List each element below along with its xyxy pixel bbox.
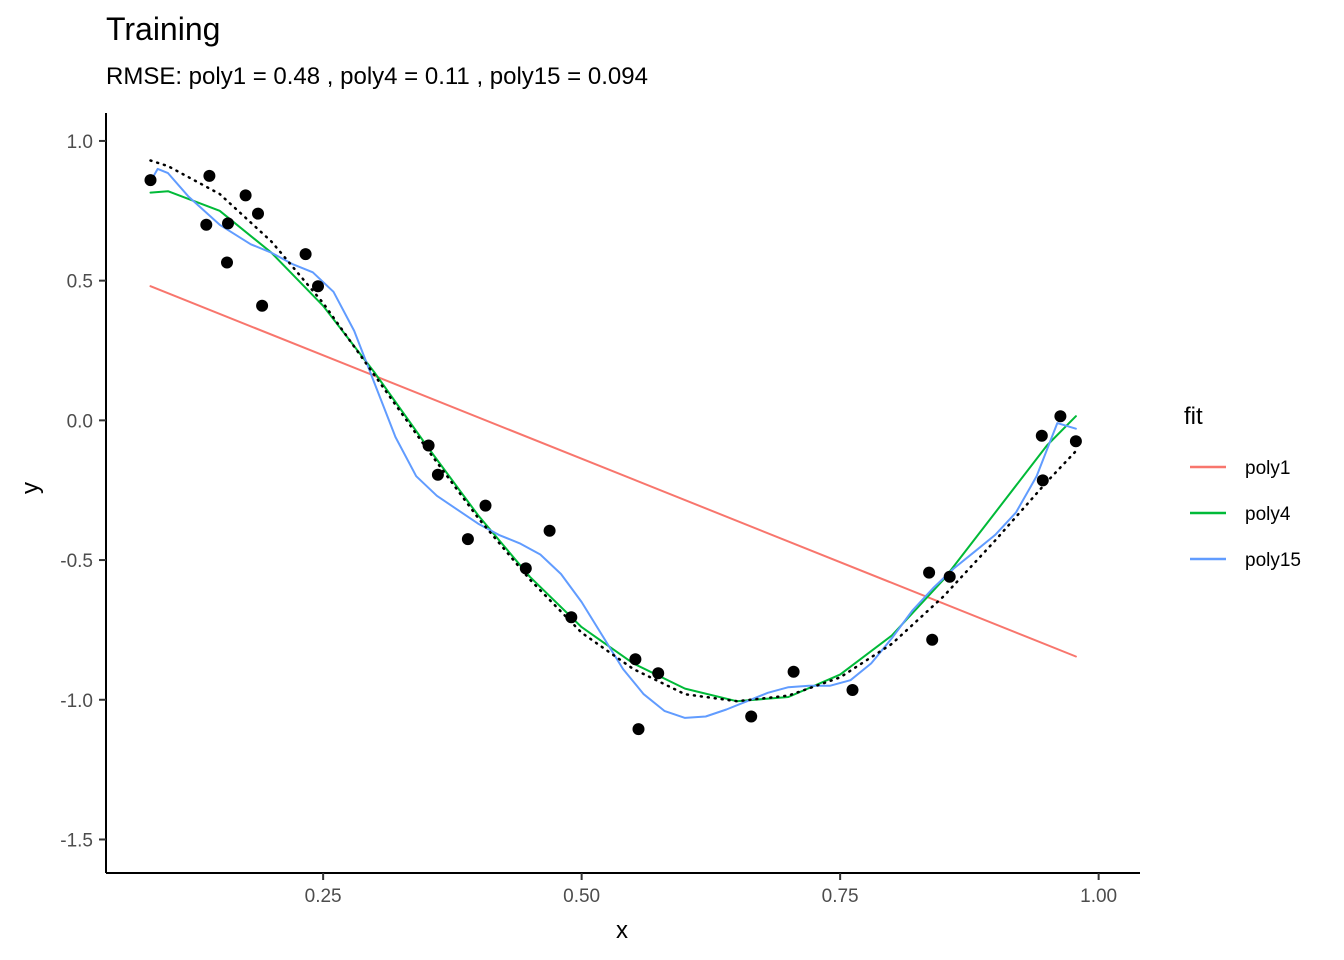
legend: fit poly1 poly4 poly15	[1184, 403, 1301, 571]
y-tick-label: 1.0	[67, 132, 93, 153]
data-point-26	[1035, 429, 1048, 442]
data-point-11	[431, 468, 444, 481]
data-point-21	[787, 665, 800, 678]
chart-title: Training	[106, 11, 220, 47]
data-point-12	[461, 533, 474, 546]
y-tick-label: -0.5	[60, 551, 93, 572]
y-tick-label: -1.5	[60, 830, 93, 851]
series-line-true-function	[149, 159, 1078, 703]
data-point-18	[632, 723, 645, 736]
data-point-20	[745, 710, 758, 723]
data-point-25	[943, 570, 956, 583]
data-point-14	[519, 562, 532, 575]
data-point-8	[299, 248, 312, 261]
legend-label-poly15: poly15	[1245, 550, 1301, 571]
data-point-13	[479, 499, 492, 512]
data-point-4	[222, 217, 234, 230]
data-point-6	[252, 207, 264, 220]
data-point-16	[565, 611, 578, 624]
data-point-9	[312, 280, 324, 293]
data-point-22	[846, 684, 859, 696]
axes: 0.25 0.50 0.75 1.00 1.0 0.5 0.0 -0.5 -1.0 -1.5	[60, 113, 1140, 907]
data-point-5	[239, 189, 252, 202]
data-point-1	[200, 218, 213, 231]
data-point-7	[256, 299, 269, 312]
data-point-27	[1036, 474, 1049, 487]
data-point-3	[221, 256, 233, 269]
x-axis-title: x	[616, 917, 628, 944]
x-tick-label: 0.75	[822, 886, 859, 907]
data-point-29	[1069, 435, 1082, 448]
series-line-poly4	[149, 190, 1077, 703]
y-tick-label: 0.0	[67, 411, 93, 432]
data-point-15	[543, 524, 556, 537]
data-point-10	[422, 439, 435, 452]
legend-label-poly4: poly4	[1245, 504, 1291, 525]
data-point-0	[144, 174, 157, 187]
series-line-poly1	[149, 285, 1077, 658]
chart-subtitle: RMSE: poly1 = 0.48 , poly4 = 0.11 , poly…	[106, 63, 648, 90]
x-tick-label: 0.50	[563, 886, 600, 907]
data-point-2	[203, 169, 216, 182]
data-point-19	[652, 667, 665, 680]
data-point-24	[926, 633, 939, 646]
legend-title: fit	[1184, 403, 1203, 430]
x-tick-label: 1.00	[1080, 886, 1117, 907]
data-point-17	[629, 653, 642, 666]
y-axis-title: y	[17, 482, 44, 494]
series-line-poly15	[149, 167, 1077, 719]
data-point-23	[923, 566, 936, 579]
plot-area	[144, 159, 1082, 736]
data-point-28	[1054, 410, 1067, 423]
y-tick-label: 0.5	[67, 272, 93, 293]
y-tick-label: -1.0	[60, 691, 93, 712]
x-tick-label: 0.25	[305, 886, 342, 907]
legend-label-poly1: poly1	[1245, 458, 1290, 479]
